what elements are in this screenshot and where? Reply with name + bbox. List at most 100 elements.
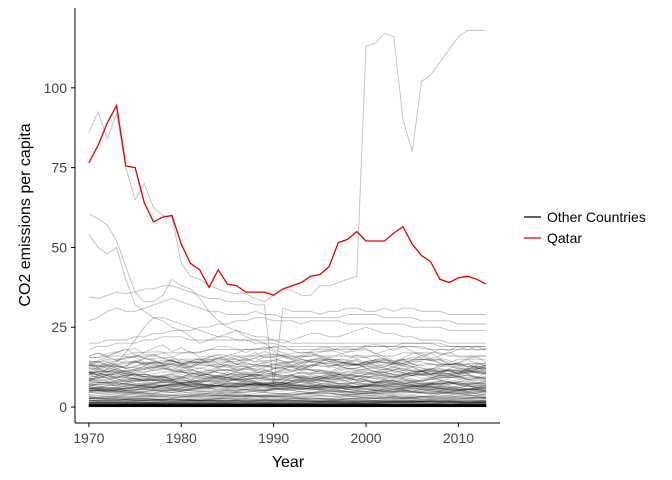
- other-country-line: [88, 383, 487, 392]
- other-country-line: [88, 392, 487, 399]
- other-country-line: [88, 358, 487, 379]
- other-country-line: [88, 358, 487, 378]
- other-country-line: [88, 399, 487, 403]
- other-country-line: [88, 374, 487, 389]
- other-country-line: [88, 285, 487, 385]
- other-country-line: [88, 378, 487, 389]
- other-country-line: [88, 387, 487, 395]
- other-country-line: [88, 29, 487, 303]
- other-country-line: [88, 380, 487, 391]
- other-country-line: [88, 378, 487, 390]
- other-country-line: [88, 401, 487, 404]
- y-tick-label: 25: [51, 319, 67, 335]
- other-country-line: [88, 386, 487, 393]
- other-country-line: [88, 356, 487, 374]
- other-country-line: [88, 368, 487, 381]
- other-country-line: [88, 402, 487, 405]
- other-country-line: [88, 395, 487, 401]
- legend-label-qatar: Qatar: [547, 230, 582, 246]
- x-tick-label: 2010: [443, 430, 474, 446]
- other-country-line: [88, 367, 487, 380]
- other-country-line: [88, 345, 487, 363]
- other-country-line: [88, 396, 487, 401]
- x-axis-ticks: 1970 1980 1990 2000 2010: [73, 423, 474, 446]
- other-country-line: [88, 384, 487, 393]
- y-tick-label: 100: [44, 80, 68, 96]
- other-country-line: [88, 394, 487, 400]
- other-country-line: [88, 352, 487, 370]
- other-country-line: [88, 398, 487, 403]
- x-tick-label: 1970: [73, 430, 104, 446]
- other-country-line: [88, 381, 487, 390]
- other-country-line: [88, 399, 487, 403]
- other-country-line: [88, 346, 487, 370]
- other-country-line: [88, 355, 487, 376]
- other-country-line: [88, 367, 487, 380]
- other-country-line: [88, 234, 487, 347]
- other-country-line: [88, 377, 487, 388]
- other-country-line: [88, 371, 487, 384]
- other-country-line: [88, 317, 487, 344]
- other-country-line: [88, 298, 487, 325]
- other-country-line: [88, 384, 487, 392]
- other-countries-highlighted-lines: [88, 29, 487, 385]
- other-country-line: [88, 401, 487, 405]
- other-country-line: [88, 368, 487, 381]
- other-country-line: [88, 347, 487, 365]
- y-axis-ticks: 0 25 50 75 100: [44, 80, 75, 415]
- other-country-line: [88, 397, 487, 403]
- other-country-line: [88, 388, 487, 395]
- other-country-line: [88, 391, 487, 398]
- other-country-line: [88, 401, 487, 404]
- other-country-line: [88, 360, 487, 376]
- other-country-line: [88, 356, 487, 374]
- other-country-line: [88, 382, 487, 392]
- other-country-line: [88, 354, 487, 373]
- other-country-line: [88, 388, 487, 395]
- other-country-line: [88, 348, 487, 375]
- other-country-line: [88, 356, 487, 374]
- other-country-line: [88, 213, 487, 366]
- x-tick-label: 1990: [258, 430, 289, 446]
- other-country-line: [88, 390, 487, 397]
- other-country-line: [88, 375, 487, 387]
- other-country-line: [88, 357, 487, 377]
- other-country-line: [88, 400, 487, 404]
- other-country-line: [88, 372, 487, 388]
- near-zero-countries-band: [88, 404, 487, 408]
- other-country-line: [88, 397, 487, 402]
- other-country-line: [88, 399, 487, 404]
- other-country-line: [88, 345, 487, 368]
- y-tick-label: 50: [51, 239, 67, 255]
- other-country-line: [88, 402, 487, 405]
- other-country-line: [88, 360, 487, 375]
- other-country-line: [88, 384, 487, 393]
- other-country-line: [88, 362, 487, 381]
- other-country-line: [88, 344, 487, 358]
- other-country-line: [88, 370, 487, 384]
- other-country-line: [88, 370, 487, 386]
- other-country-line: [88, 365, 487, 386]
- other-country-line: [88, 352, 487, 371]
- x-tick-label: 1980: [166, 430, 197, 446]
- other-country-line: [88, 386, 487, 396]
- other-country-line: [88, 402, 487, 405]
- other-country-line: [88, 399, 487, 402]
- other-country-line: [88, 395, 487, 401]
- other-country-line: [88, 368, 487, 381]
- other-country-line: [88, 394, 487, 400]
- other-country-line: [88, 390, 487, 398]
- y-axis-title: CO2 emissions per capita: [17, 123, 34, 306]
- other-country-line: [88, 375, 487, 392]
- other-country-line: [88, 395, 487, 402]
- other-country-line: [88, 372, 487, 388]
- x-axis-title: Year: [272, 454, 305, 471]
- other-country-line: [88, 377, 487, 388]
- other-country-line: [88, 381, 487, 393]
- legend: Other Countries Qatar: [524, 209, 646, 246]
- other-country-line: [88, 367, 487, 383]
- other-country-line: [88, 390, 487, 397]
- other-countries-lines: [88, 344, 487, 408]
- other-country-line: [88, 357, 487, 374]
